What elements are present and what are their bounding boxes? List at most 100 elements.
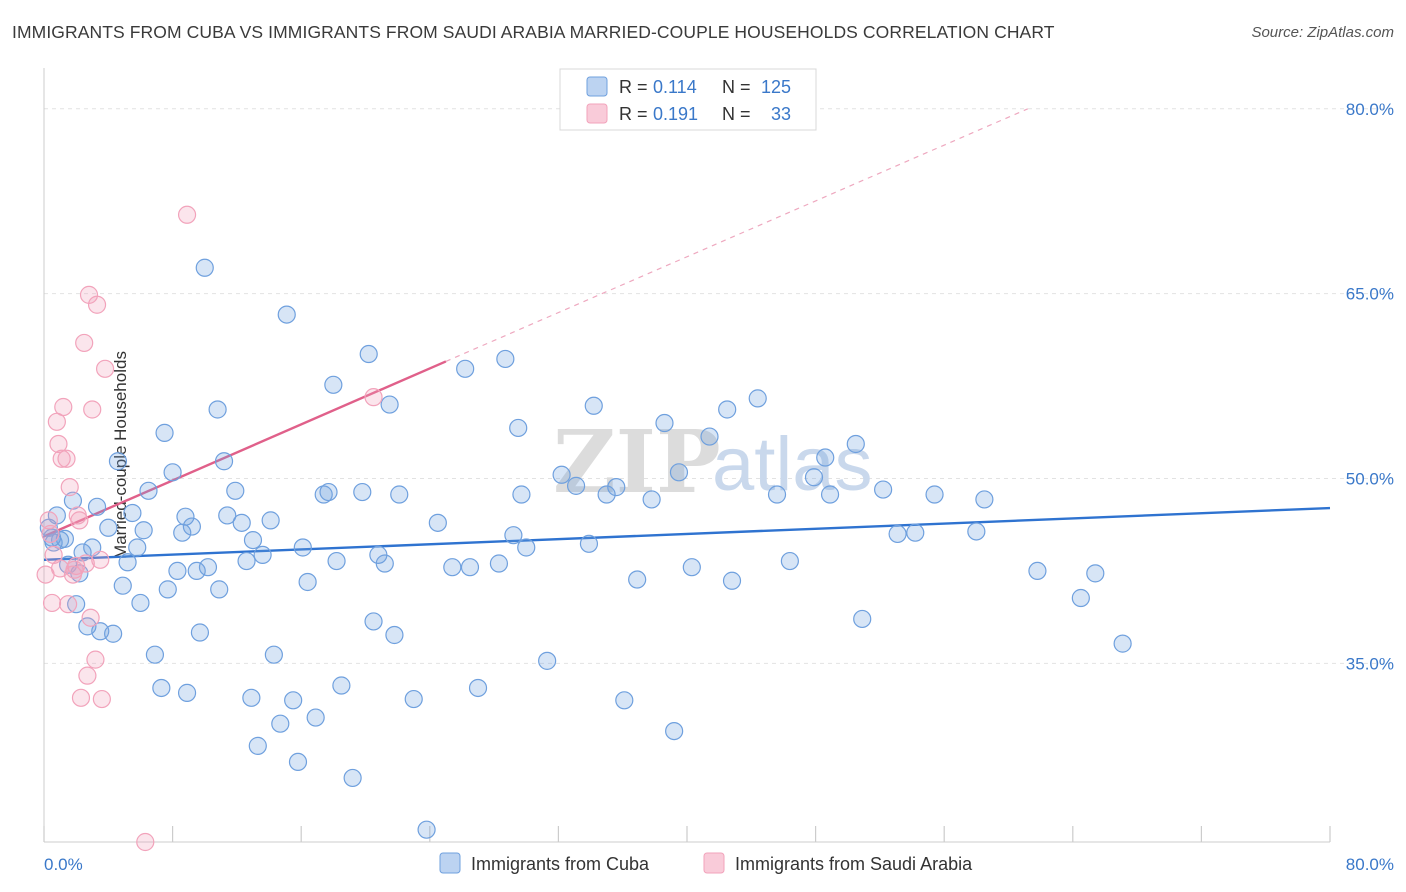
y-tick-label: 65.0%: [1346, 285, 1394, 304]
point-cuba: [198, 558, 218, 577]
series-legend: Immigrants from Cuba Immigrants from Sau…: [439, 852, 973, 874]
data-points: [36, 205, 1132, 852]
stats-r-label-cuba: R =: [619, 77, 648, 97]
point-cuba: [906, 523, 925, 542]
point-cuba: [700, 427, 719, 446]
point-cuba: [261, 511, 280, 530]
point-cuba: [277, 305, 296, 324]
point-saudi: [60, 478, 79, 497]
point-saudi: [87, 295, 107, 314]
point-cuba: [155, 423, 174, 442]
point-cuba: [468, 678, 488, 698]
point-saudi: [59, 595, 78, 614]
watermark-zip: ZIP: [553, 412, 721, 513]
stats-r-value-saudi: 0.191: [653, 104, 698, 124]
point-cuba: [218, 506, 237, 525]
point-cuba: [248, 736, 267, 755]
point-saudi: [136, 832, 155, 852]
point-cuba: [134, 521, 153, 540]
point-cuba: [243, 530, 263, 550]
point-saudi: [83, 400, 102, 419]
point-cuba: [385, 625, 404, 645]
stats-r-value-cuba: 0.114: [653, 77, 697, 97]
watermark-atlas: atlas: [712, 422, 873, 507]
point-cuba: [428, 513, 447, 532]
point-cuba: [496, 349, 515, 369]
point-cuba: [306, 708, 325, 727]
point-cuba: [748, 389, 767, 408]
point-saudi: [42, 593, 62, 613]
point-cuba: [187, 561, 206, 581]
point-cuba: [359, 344, 378, 364]
point-cuba: [874, 480, 893, 499]
point-cuba: [456, 359, 475, 378]
point-saudi: [41, 524, 60, 544]
point-cuba: [210, 580, 229, 599]
point-saudi: [86, 650, 105, 669]
point-cuba: [722, 571, 742, 590]
point-cuba: [718, 400, 737, 419]
legend-swatch-saudi: [703, 852, 725, 874]
stats-n-value-saudi: 33: [771, 104, 791, 124]
point-cuba: [324, 375, 343, 394]
point-cuba: [669, 463, 689, 482]
point-cuba: [158, 580, 177, 599]
point-cuba: [298, 572, 317, 592]
point-cuba: [195, 258, 214, 277]
point-cuba: [642, 490, 661, 509]
y-tick-label: 80.0%: [1346, 100, 1394, 119]
point-cuba: [767, 485, 787, 504]
point-cuba: [975, 490, 994, 509]
point-cuba: [168, 561, 187, 581]
point-cuba: [417, 820, 436, 839]
point-cuba: [264, 645, 283, 664]
point-cuba: [665, 721, 684, 741]
point-cuba: [517, 538, 536, 557]
point-saudi: [78, 666, 97, 685]
stats-r-label-saudi: R =: [619, 104, 648, 124]
point-cuba: [888, 524, 907, 544]
point-cuba: [443, 558, 462, 577]
point-cuba: [584, 396, 603, 415]
point-saudi: [57, 449, 76, 468]
point-cuba: [118, 553, 137, 572]
point-cuba: [364, 612, 383, 631]
point-saudi: [81, 608, 100, 627]
legend-label-saudi: Immigrants from Saudi Arabia: [735, 854, 973, 874]
point-cuba: [253, 545, 272, 564]
stats-swatch-saudi: [586, 103, 608, 124]
stats-n-label-saudi: N =: [722, 104, 751, 124]
point-cuba: [853, 609, 872, 629]
point-cuba: [55, 529, 74, 548]
point-cuba: [1113, 634, 1132, 653]
point-cuba: [87, 497, 107, 516]
y-tick-label: 35.0%: [1346, 654, 1394, 673]
point-cuba: [820, 485, 840, 504]
point-cuba: [343, 768, 362, 788]
x-tick-label-min: 0.0%: [44, 855, 83, 874]
point-cuba: [816, 448, 835, 467]
point-saudi: [76, 554, 95, 573]
point-cuba: [1028, 561, 1047, 581]
point-cuba: [139, 481, 158, 500]
point-cuba: [579, 534, 599, 553]
point-cuba: [967, 522, 986, 541]
source-label: Source: ZipAtlas.com: [1251, 24, 1394, 41]
point-cuba: [509, 418, 528, 438]
point-cuba: [123, 503, 142, 523]
point-cuba: [208, 400, 227, 419]
point-saudi: [364, 388, 383, 407]
point-cuba: [145, 645, 165, 664]
y-tick-labels: 35.0% 50.0% 65.0% 80.0%: [1346, 100, 1394, 674]
point-cuba: [682, 558, 701, 577]
point-saudi: [177, 205, 197, 224]
point-cuba: [390, 485, 409, 504]
point-saudi: [49, 434, 68, 454]
point-saudi: [52, 449, 71, 468]
point-saudi: [75, 333, 94, 353]
trend-extension-saudi: [445, 108, 1029, 362]
point-cuba: [182, 517, 201, 536]
legend-swatch-cuba: [439, 852, 461, 874]
point-cuba: [404, 689, 423, 709]
chart-title: IMMIGRANTS FROM CUBA VS IMMIGRANTS FROM …: [12, 22, 1055, 42]
